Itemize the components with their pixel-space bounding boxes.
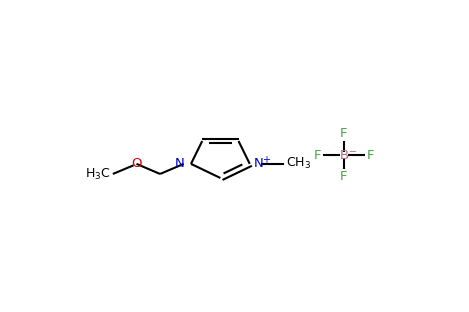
Text: F: F <box>340 170 348 183</box>
Text: N: N <box>174 157 184 170</box>
Text: H$_3$C: H$_3$C <box>85 166 111 182</box>
Text: F: F <box>314 149 321 162</box>
Text: −: − <box>349 147 357 157</box>
Text: +: + <box>262 155 270 165</box>
Text: CH$_3$: CH$_3$ <box>286 156 311 171</box>
Text: B: B <box>340 149 348 162</box>
Text: F: F <box>340 127 348 140</box>
Text: N: N <box>254 157 264 170</box>
Text: F: F <box>366 149 374 162</box>
Text: O: O <box>131 157 142 170</box>
